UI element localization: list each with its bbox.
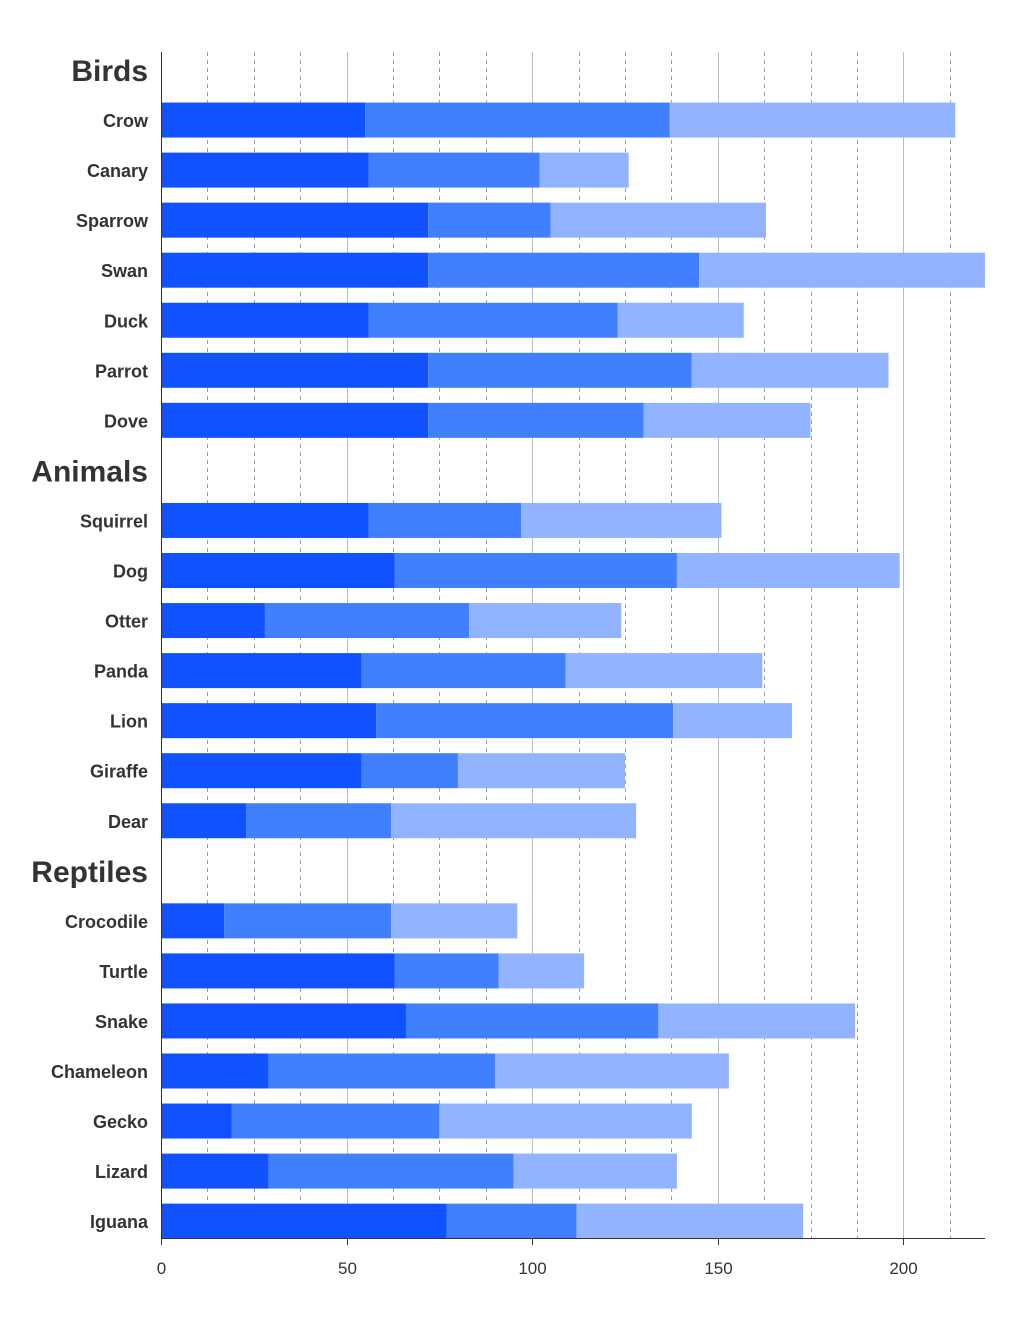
bar-segment — [161, 1153, 269, 1189]
category-label: Swan — [101, 261, 148, 281]
bar-segment — [376, 703, 674, 739]
category-label: Canary — [87, 161, 148, 181]
category-label: Sparrow — [76, 211, 149, 231]
x-tick-label: 150 — [704, 1259, 732, 1278]
category-label: Crocodile — [65, 912, 148, 932]
category-label: Otter — [105, 612, 148, 632]
bar-segment — [161, 1203, 447, 1239]
bar-segment — [469, 603, 622, 639]
bar-segment — [161, 603, 265, 639]
bar-segment — [617, 302, 744, 338]
category-label: Snake — [95, 1012, 148, 1032]
bar-segment — [161, 953, 395, 989]
bar-segment — [539, 152, 629, 188]
category-label: Lizard — [95, 1162, 148, 1182]
bar-segment — [161, 352, 429, 388]
bar-segment — [161, 653, 362, 689]
bar-segment — [161, 152, 369, 188]
category-label: Duck — [104, 311, 149, 331]
bar-segment — [161, 1103, 232, 1139]
bar-segment — [565, 653, 763, 689]
x-tick-label: 200 — [889, 1259, 917, 1278]
bar-segment — [669, 102, 956, 138]
bar-segment — [498, 953, 585, 989]
bar-segment — [428, 252, 700, 288]
category-label: Giraffe — [90, 762, 148, 782]
bar-segment — [513, 1153, 677, 1189]
bar-segment — [691, 352, 889, 388]
category-label: Dear — [108, 812, 148, 832]
category-label: Iguana — [90, 1212, 149, 1232]
x-tick-label: 0 — [157, 1259, 166, 1278]
bar-segment — [231, 1103, 440, 1139]
bar-segment — [576, 1203, 804, 1239]
bar-segment — [428, 402, 644, 438]
category-label: Chameleon — [51, 1062, 148, 1082]
bar-segment — [264, 603, 470, 639]
bar-segment — [161, 753, 362, 789]
bar-segment — [521, 502, 722, 538]
bar-segment — [673, 703, 792, 739]
bar-segment — [446, 1203, 577, 1239]
bar-segment — [658, 1003, 856, 1039]
bar-segment — [368, 152, 540, 188]
bar-segment — [457, 753, 625, 789]
category-label: Panda — [94, 662, 149, 682]
category-label: Lion — [110, 712, 148, 732]
bar-segment — [699, 252, 985, 288]
bar-segment — [161, 803, 247, 839]
bar-segment — [161, 903, 225, 939]
bar-segment — [428, 202, 551, 238]
bar-segment — [439, 1103, 692, 1139]
bar-segment — [394, 553, 677, 588]
bar-segment — [161, 1053, 269, 1089]
bar-segment — [394, 953, 499, 989]
bar-segment — [361, 753, 458, 789]
bar-segment — [161, 703, 377, 739]
bar-segment — [495, 1053, 729, 1089]
category-label: Dove — [104, 411, 148, 431]
bar-segment — [361, 653, 566, 689]
category-label: Parrot — [95, 361, 148, 381]
bar-segment — [643, 402, 811, 438]
bar-segment — [368, 302, 618, 338]
bar-segment — [161, 402, 429, 438]
group-label: Animals — [31, 455, 148, 488]
bar-segment — [368, 502, 522, 538]
bar-segment — [268, 1153, 514, 1189]
group-label: Birds — [71, 55, 148, 88]
bar-segment — [268, 1053, 496, 1089]
bar-segment — [550, 202, 767, 238]
category-label: Gecko — [93, 1112, 148, 1132]
category-label: Squirrel — [80, 511, 148, 531]
bar-segment — [365, 102, 670, 138]
bar-segment — [405, 1003, 659, 1039]
bar-segment — [161, 553, 395, 588]
bar-segment — [161, 502, 369, 538]
bar-segment — [161, 1003, 406, 1039]
bar-segment — [391, 903, 518, 939]
x-tick-label: 50 — [338, 1259, 357, 1278]
bar-segment — [161, 252, 429, 288]
category-label: Crow — [103, 111, 149, 131]
bar-segment — [391, 803, 637, 839]
bar-segment — [161, 302, 369, 338]
category-label: Turtle — [99, 962, 148, 982]
category-label: Dog — [113, 562, 148, 582]
x-tick-label: 100 — [518, 1259, 546, 1278]
bar-segment — [246, 803, 392, 839]
bar-segment — [224, 903, 392, 939]
group-label: Reptiles — [31, 856, 148, 889]
bar-segment — [161, 202, 429, 238]
bar-segment — [676, 553, 900, 588]
bar-segment — [161, 102, 366, 138]
bar-segment — [428, 352, 692, 388]
